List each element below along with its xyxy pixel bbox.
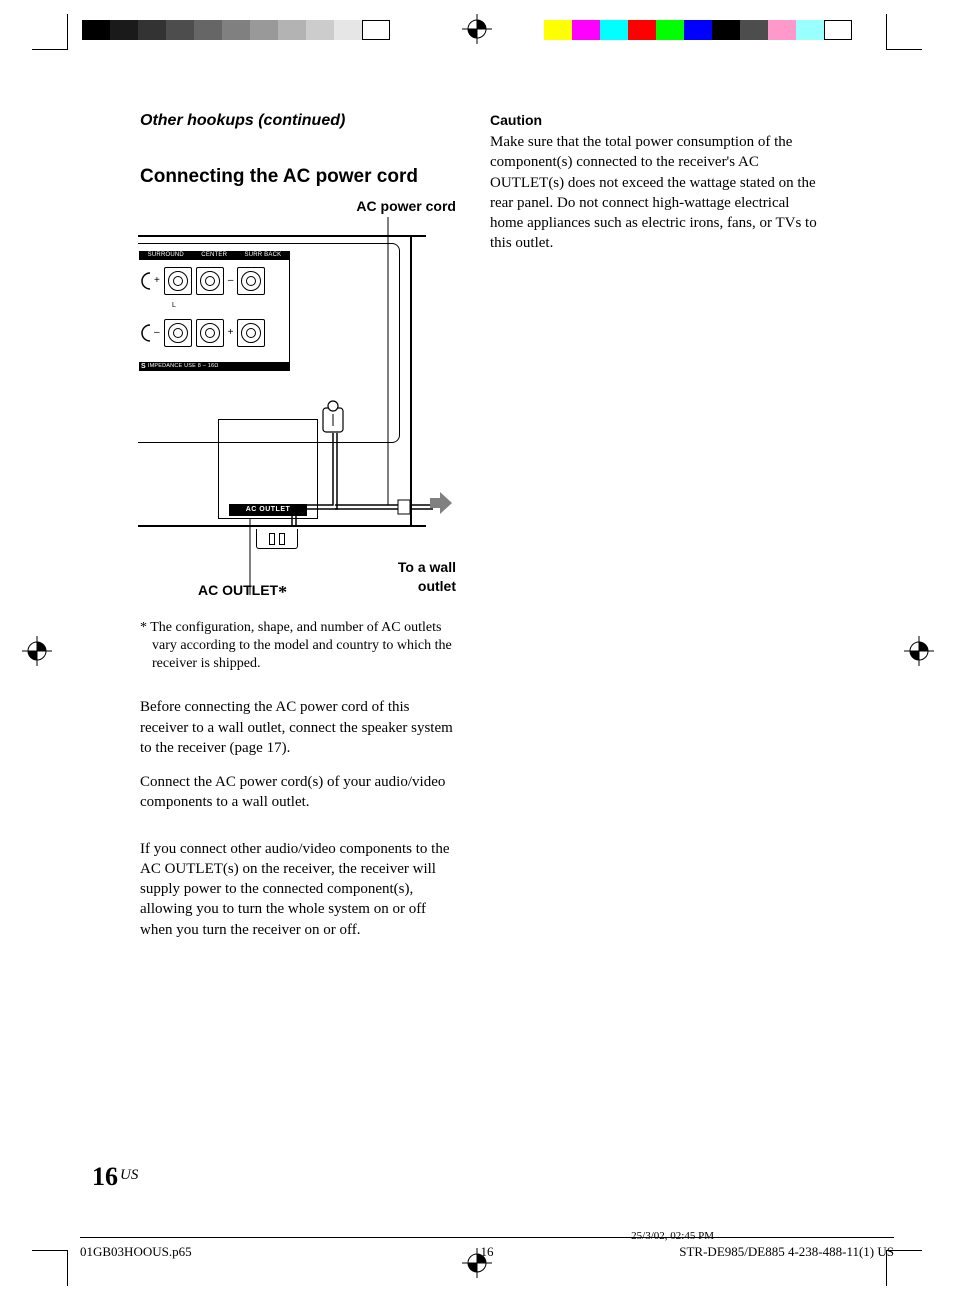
label-to-wall-outlet: To a wall outlet <box>398 558 456 594</box>
crop-mark <box>32 49 68 50</box>
crop-mark <box>886 14 887 50</box>
body-para: Before connecting the AC power cord of t… <box>140 697 460 758</box>
footer-filename: 01GB03HOOUS.p65 <box>80 1244 192 1260</box>
ac-outlet-footnote: * The configuration, shape, and number o… <box>140 619 460 674</box>
footer-page: 16 <box>481 1244 494 1260</box>
footer-docid: STR-DE985/DE885 4-238-488-11(1) US <box>679 1244 894 1260</box>
body-para: Connect the AC power cord(s) of your aud… <box>140 772 460 813</box>
content-area: Other hookups (continued) Connecting the… <box>140 112 820 954</box>
ac-plug <box>256 529 298 549</box>
power-cord-path <box>140 235 460 565</box>
registration-mark <box>904 636 934 666</box>
registration-mark <box>462 14 492 44</box>
heading-connecting-ac: Connecting the AC power cord <box>140 166 460 189</box>
label-ac-power-cord: AC power cord <box>356 198 456 214</box>
ac-diagram: AC power cord SURROUND CENTER SURR BACK <box>140 195 460 605</box>
footer-timestamp: 25/3/02, 02:45 PM <box>631 1230 714 1242</box>
crop-mark <box>886 49 922 50</box>
crop-mark <box>67 14 68 50</box>
caution-heading: Caution <box>490 112 820 128</box>
print-footer: 01GB03HOOUS.p65 16 25/3/02, 02:45 PM STR… <box>80 1237 894 1260</box>
crop-mark <box>67 1250 68 1286</box>
label-ac-outlet: AC OUTLET* <box>198 582 287 603</box>
right-column: Caution Make sure that the total power c… <box>490 112 820 954</box>
registration-mark <box>22 636 52 666</box>
page-number: 16US <box>92 1162 138 1192</box>
caution-body: Make sure that the total power consumpti… <box>490 132 820 254</box>
wall-outlet-arrow-icon <box>430 492 452 514</box>
body-para: If you connect other audio/video compone… <box>140 839 460 940</box>
crop-mark <box>32 1250 68 1251</box>
section-continued-heading: Other hookups (continued) <box>140 112 460 130</box>
left-column: Other hookups (continued) Connecting the… <box>140 112 460 954</box>
